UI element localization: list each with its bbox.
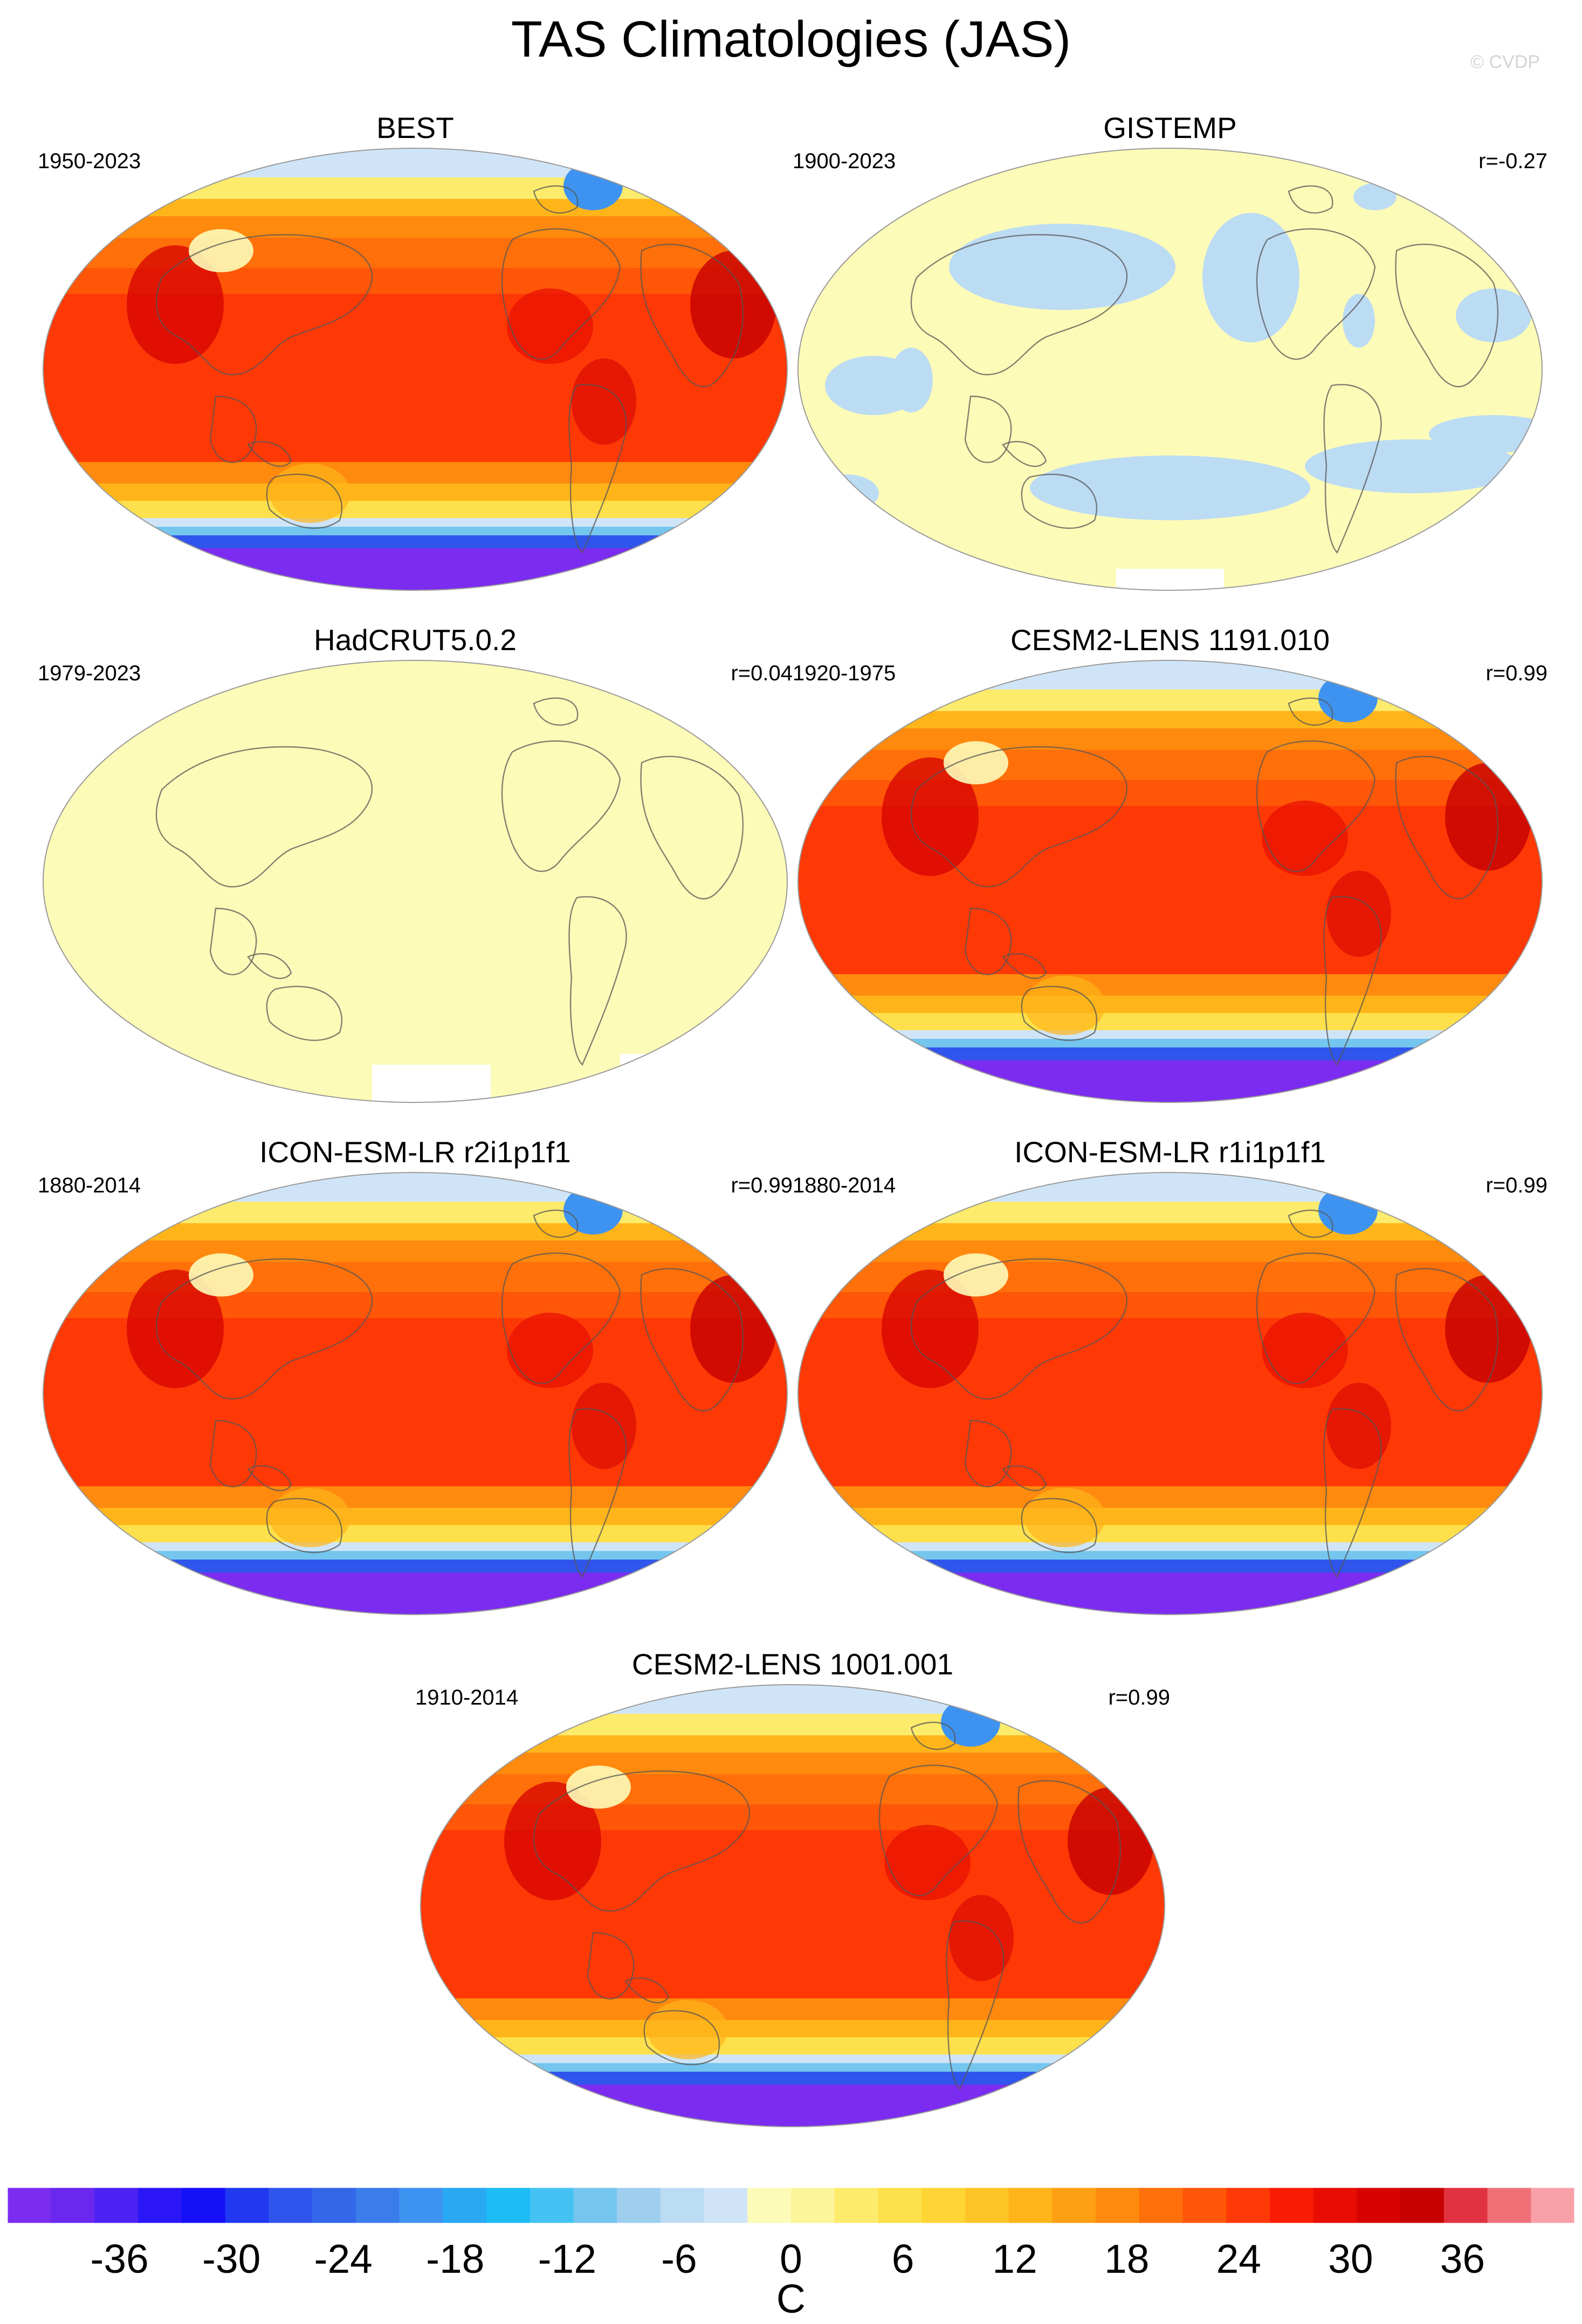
map-panel: BEST 1950-2023	[38, 111, 793, 596]
colorbar-box	[443, 2188, 487, 2223]
panel-years: 1950-2023	[38, 149, 141, 173]
colorbar-box	[573, 2188, 617, 2223]
colorbar-box	[1052, 2188, 1096, 2223]
panel-years: 1900-2023	[793, 149, 896, 173]
colorbar-box	[1226, 2188, 1270, 2223]
colorbar-tick-label: -6	[661, 2236, 697, 2281]
colorbar-tick-label: 36	[1440, 2236, 1485, 2281]
panel-correlation: r=0.99	[1485, 661, 1547, 685]
colorbar-tick-label: 6	[891, 2236, 914, 2281]
map-panel: ICON-ESM-LR r1i1p1f1 1880-2014 r=0.99	[793, 1135, 1547, 1620]
colorbar-box	[1531, 2188, 1575, 2223]
colorbar-box	[965, 2188, 1009, 2223]
colorbar-box	[529, 2188, 574, 2223]
colorbar-box	[660, 2188, 705, 2223]
panel-title: ICON-ESM-LR r1i1p1f1	[1014, 1135, 1326, 1169]
colorbar-unit: C	[776, 2276, 806, 2321]
colorbar-tick-label: 0	[780, 2236, 802, 2281]
colorbar-box	[51, 2188, 95, 2223]
colorbar-tick-label: -24	[314, 2236, 373, 2281]
colorbar-box	[138, 2188, 182, 2223]
panel-correlation: r=0.04	[731, 661, 793, 685]
colorbar-box	[355, 2188, 400, 2223]
colorbar-box	[94, 2188, 139, 2223]
colorbar-box	[747, 2188, 792, 2223]
panel-title: CESM2-LENS 1001.001	[631, 1647, 954, 1681]
panel-correlation: r=0.99	[1485, 1174, 1547, 1197]
panel-years: 1880-2014	[793, 1174, 896, 1197]
colorbar-box	[878, 2188, 922, 2223]
world-map	[43, 1172, 788, 1615]
colorbar-box	[225, 2188, 269, 2223]
world-map	[43, 148, 788, 591]
map-panel: CESM2-LENS 1191.010 1920-1975 r=0.99	[793, 623, 1547, 1108]
panel-title: ICON-ESM-LR r2i1p1f1	[259, 1135, 571, 1169]
colorbar-box	[1400, 2188, 1445, 2223]
panel-years: 1910-2014	[415, 1686, 519, 1709]
colorbar-box	[269, 2188, 313, 2223]
map-panel: GISTEMP 1900-2023 r=-0.27	[793, 111, 1547, 596]
colorbar-tick-label: 24	[1216, 2236, 1261, 2281]
panel-title: BEST	[376, 111, 454, 144]
colorbar-box	[1269, 2188, 1314, 2223]
colorbar-box	[791, 2188, 835, 2223]
colorbar-box	[1096, 2188, 1140, 2223]
colorbar-box	[1487, 2188, 1531, 2223]
colorbar-box	[704, 2188, 748, 2223]
world-map	[43, 660, 788, 1103]
colorbar-tick-label: 30	[1328, 2236, 1373, 2281]
colorbar-box	[1357, 2188, 1401, 2223]
map-panel: ICON-ESM-LR r2i1p1f1 1880-2014 r=0.99	[38, 1135, 793, 1620]
colorbar-box	[181, 2188, 226, 2223]
panel-correlation: r=0.99	[731, 1174, 793, 1197]
colorbar-box	[8, 2188, 52, 2223]
panel-correlation: r=-0.27	[1478, 149, 1547, 173]
colorbar-tick-label: -18	[426, 2236, 485, 2281]
world-map	[797, 660, 1543, 1103]
world-map	[797, 1172, 1543, 1615]
colorbar-box	[617, 2188, 661, 2223]
colorbar-box	[1313, 2188, 1357, 2223]
map-panel: CESM2-LENS 1001.001 1910-2014 r=0.99	[415, 1647, 1170, 2132]
world-map	[797, 148, 1543, 591]
page-title: TAS Climatologies (JAS)	[511, 11, 1071, 68]
panel-years: 1979-2023	[38, 661, 141, 685]
panel-years: 1920-1975	[793, 661, 896, 685]
colorbar-box	[1443, 2188, 1488, 2223]
colorbar-box	[834, 2188, 878, 2223]
panel-title: CESM2-LENS 1191.010	[1010, 623, 1330, 657]
panel-title: HadCRUT5.0.2	[314, 623, 517, 657]
colorbar	[7, 2187, 1575, 2224]
credit-watermark: © CVDP	[1470, 52, 1540, 72]
colorbar-tick-label: 12	[992, 2236, 1037, 2281]
colorbar-tick-label: -12	[538, 2236, 597, 2281]
colorbar-box	[486, 2188, 531, 2223]
panel-years: 1880-2014	[38, 1174, 141, 1197]
colorbar-tick-label: 18	[1104, 2236, 1150, 2281]
colorbar-box	[312, 2188, 356, 2223]
colorbar-boxes	[7, 2187, 1575, 2224]
colorbar-tick-label: -36	[90, 2236, 149, 2281]
panel-title: GISTEMP	[1103, 111, 1237, 144]
colorbar-box	[1008, 2188, 1053, 2223]
colorbar-box	[1182, 2188, 1227, 2223]
panel-correlation: r=0.99	[1108, 1686, 1170, 1709]
colorbar-box	[1139, 2188, 1183, 2223]
map-panel: HadCRUT5.0.2 1979-2023 r=0.04	[38, 623, 793, 1108]
colorbar-box	[399, 2188, 443, 2223]
colorbar-box	[921, 2188, 966, 2223]
colorbar-tick-label: -30	[202, 2236, 261, 2281]
world-map	[420, 1684, 1165, 2127]
